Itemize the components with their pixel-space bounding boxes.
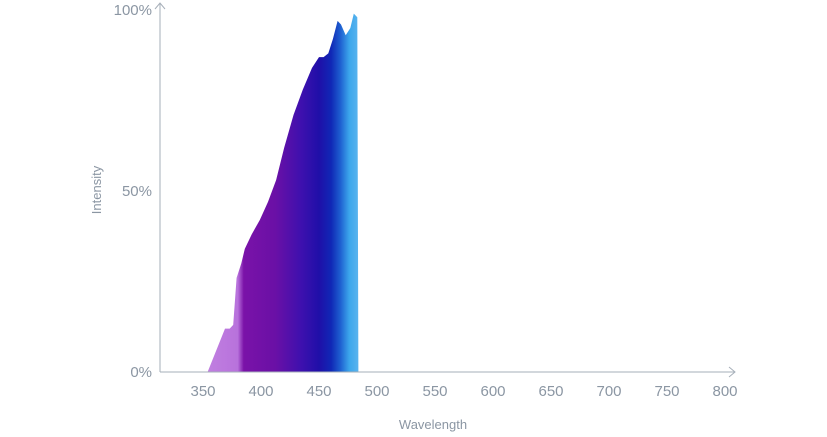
y-axis-label: Intensity: [89, 165, 104, 214]
x-axis-label: Wavelength: [399, 417, 467, 432]
x-axis-arrow-icon: [728, 366, 736, 378]
x-tick-label: 450: [306, 383, 331, 400]
x-tick-label: 650: [538, 383, 563, 400]
y-tick-label: 0%: [130, 364, 152, 381]
y-axis-arrow-icon: [154, 2, 166, 10]
y-tick-label: 50%: [122, 183, 152, 200]
plot-area: [207, 13, 359, 372]
intensity-area: [207, 13, 359, 372]
x-axis-ticks: 350 400 450 500 550 600 650 700 750 800: [190, 383, 737, 400]
x-tick-label: 550: [422, 383, 447, 400]
x-tick-label: 700: [596, 383, 621, 400]
x-tick-label: 500: [364, 383, 389, 400]
y-axis-ticks: 0% 50% 100%: [114, 2, 152, 381]
x-tick-label: 750: [654, 383, 679, 400]
x-tick-label: 350: [190, 383, 215, 400]
x-tick-label: 800: [712, 383, 737, 400]
y-tick-label: 100%: [114, 2, 152, 19]
axes: [154, 2, 736, 378]
x-tick-label: 600: [480, 383, 505, 400]
x-tick-label: 400: [248, 383, 273, 400]
